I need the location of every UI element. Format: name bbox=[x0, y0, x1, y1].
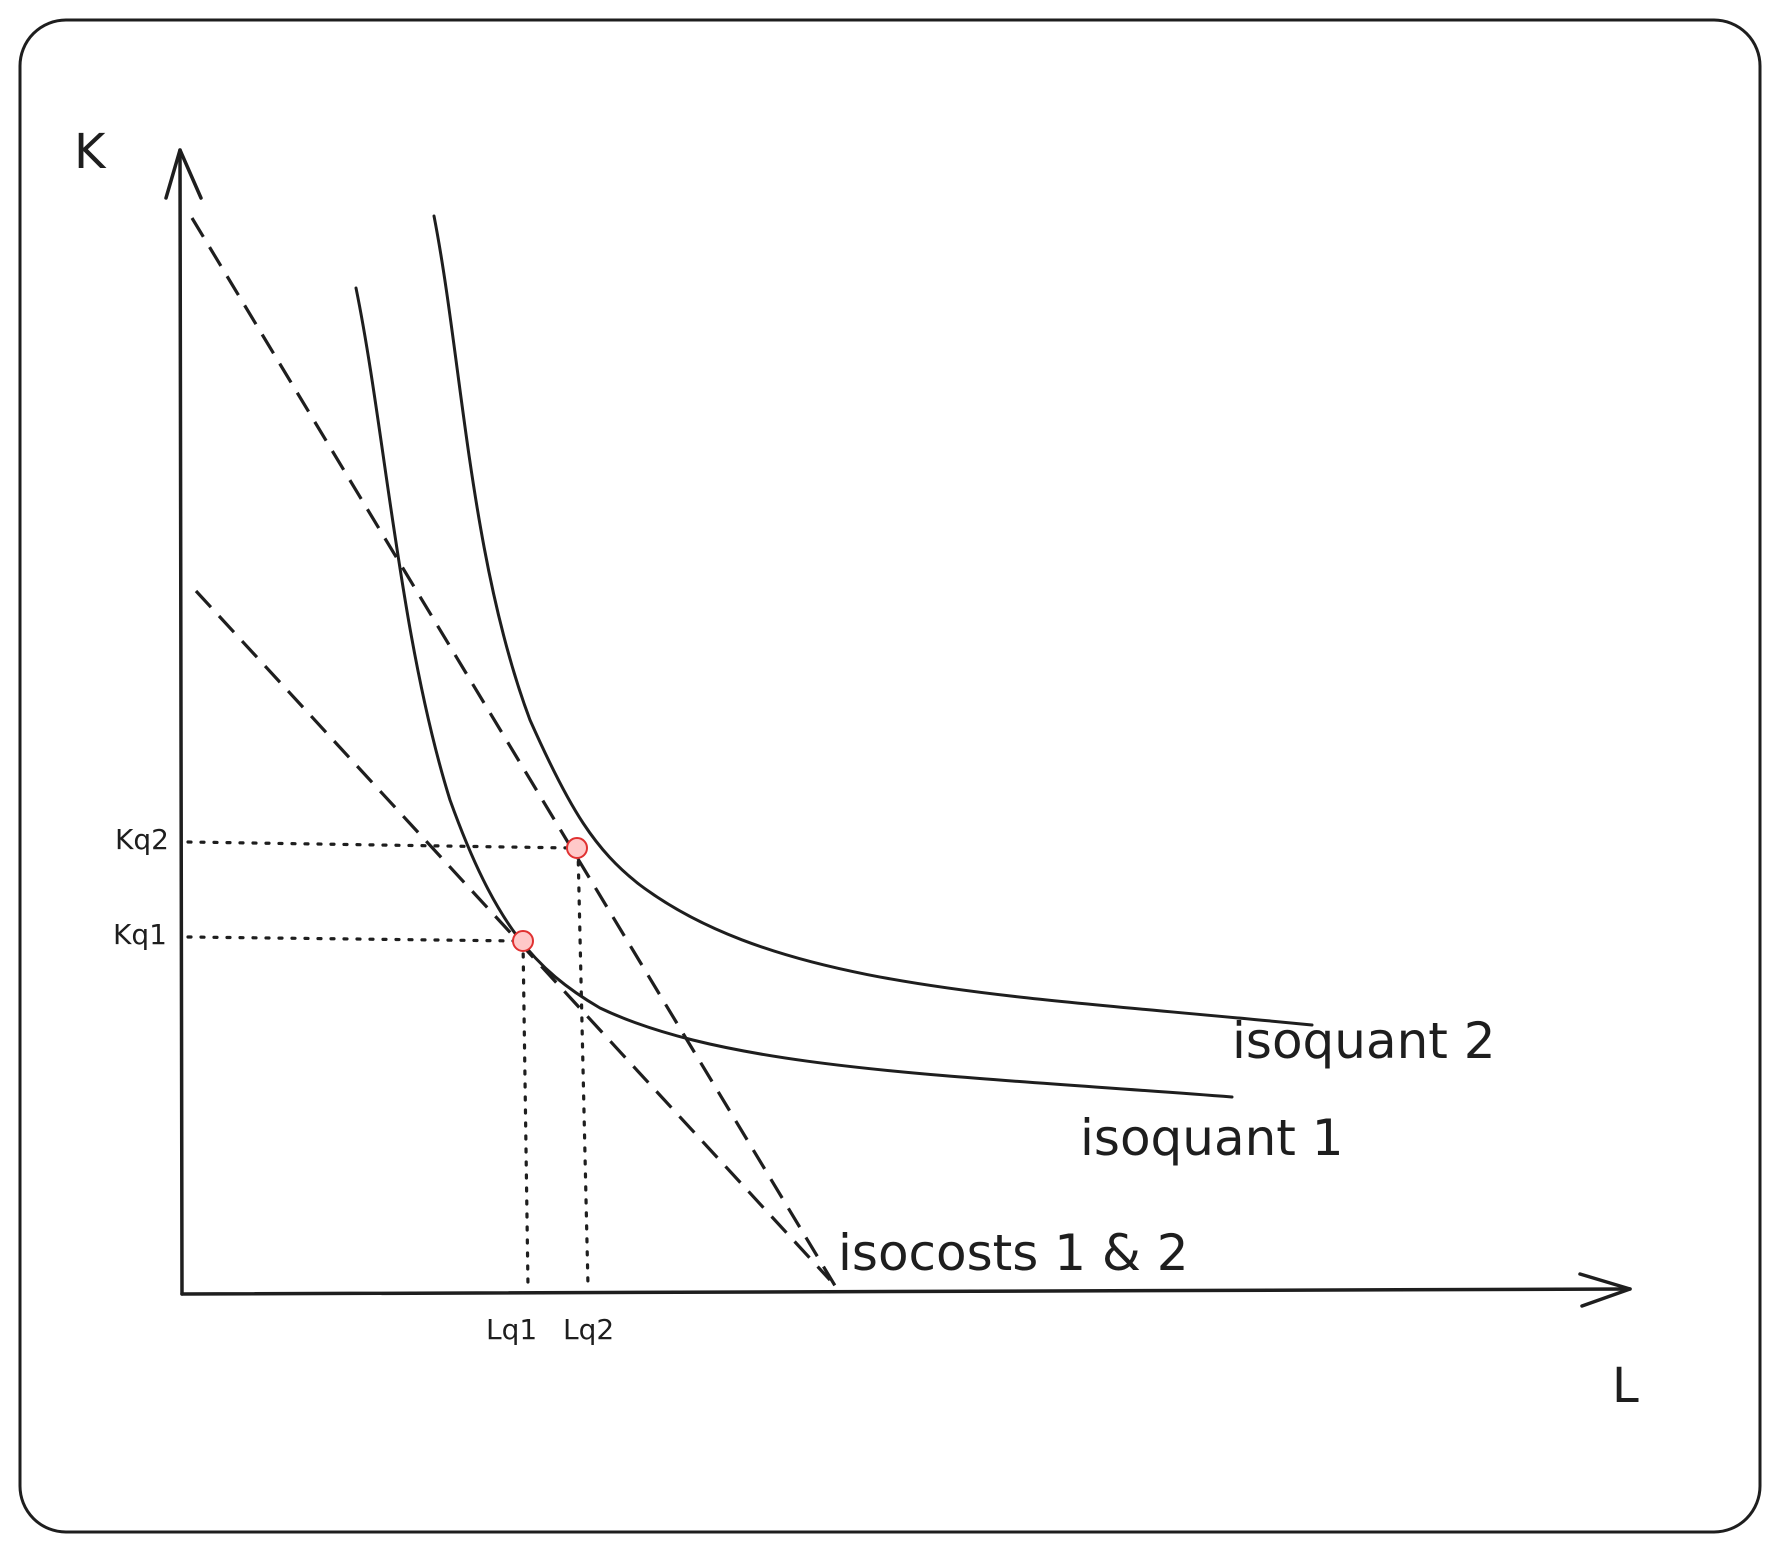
kq1-guide-line bbox=[186, 935, 522, 943]
x-axis bbox=[180, 1287, 1632, 1296]
x-axis-arrowhead bbox=[1578, 1272, 1632, 1308]
kq2-guide-line bbox=[186, 840, 574, 850]
y-axis-title: K bbox=[74, 124, 107, 180]
isocost-line-2 bbox=[190, 217, 842, 1295]
isocosts-label: isocosts 1 & 2 bbox=[838, 1224, 1189, 1282]
tangency-point-1 bbox=[512, 930, 534, 952]
isoquant-curve-2 bbox=[432, 214, 1314, 1027]
isoquant-curve-1 bbox=[354, 286, 1234, 1099]
isoquant-1-label: isoquant 1 bbox=[1080, 1109, 1344, 1167]
tangency-point-2 bbox=[566, 837, 588, 859]
kq1-tick-label: Kq1 bbox=[113, 918, 167, 951]
lq1-tick-label: Lq1 bbox=[486, 1313, 537, 1346]
kq2-tick-label: Kq2 bbox=[115, 823, 169, 856]
y-axis-arrowhead bbox=[164, 148, 203, 200]
y-axis bbox=[178, 148, 184, 1296]
isoquant-2-label: isoquant 2 bbox=[1232, 1012, 1496, 1070]
lq1-guide-line bbox=[521, 939, 530, 1288]
lq2-guide-line bbox=[576, 847, 590, 1288]
x-axis-title: L bbox=[1612, 1358, 1639, 1414]
lq2-tick-label: Lq2 bbox=[563, 1313, 614, 1346]
isocost-line-1 bbox=[194, 589, 832, 1282]
diagram-frame bbox=[18, 18, 1762, 1534]
